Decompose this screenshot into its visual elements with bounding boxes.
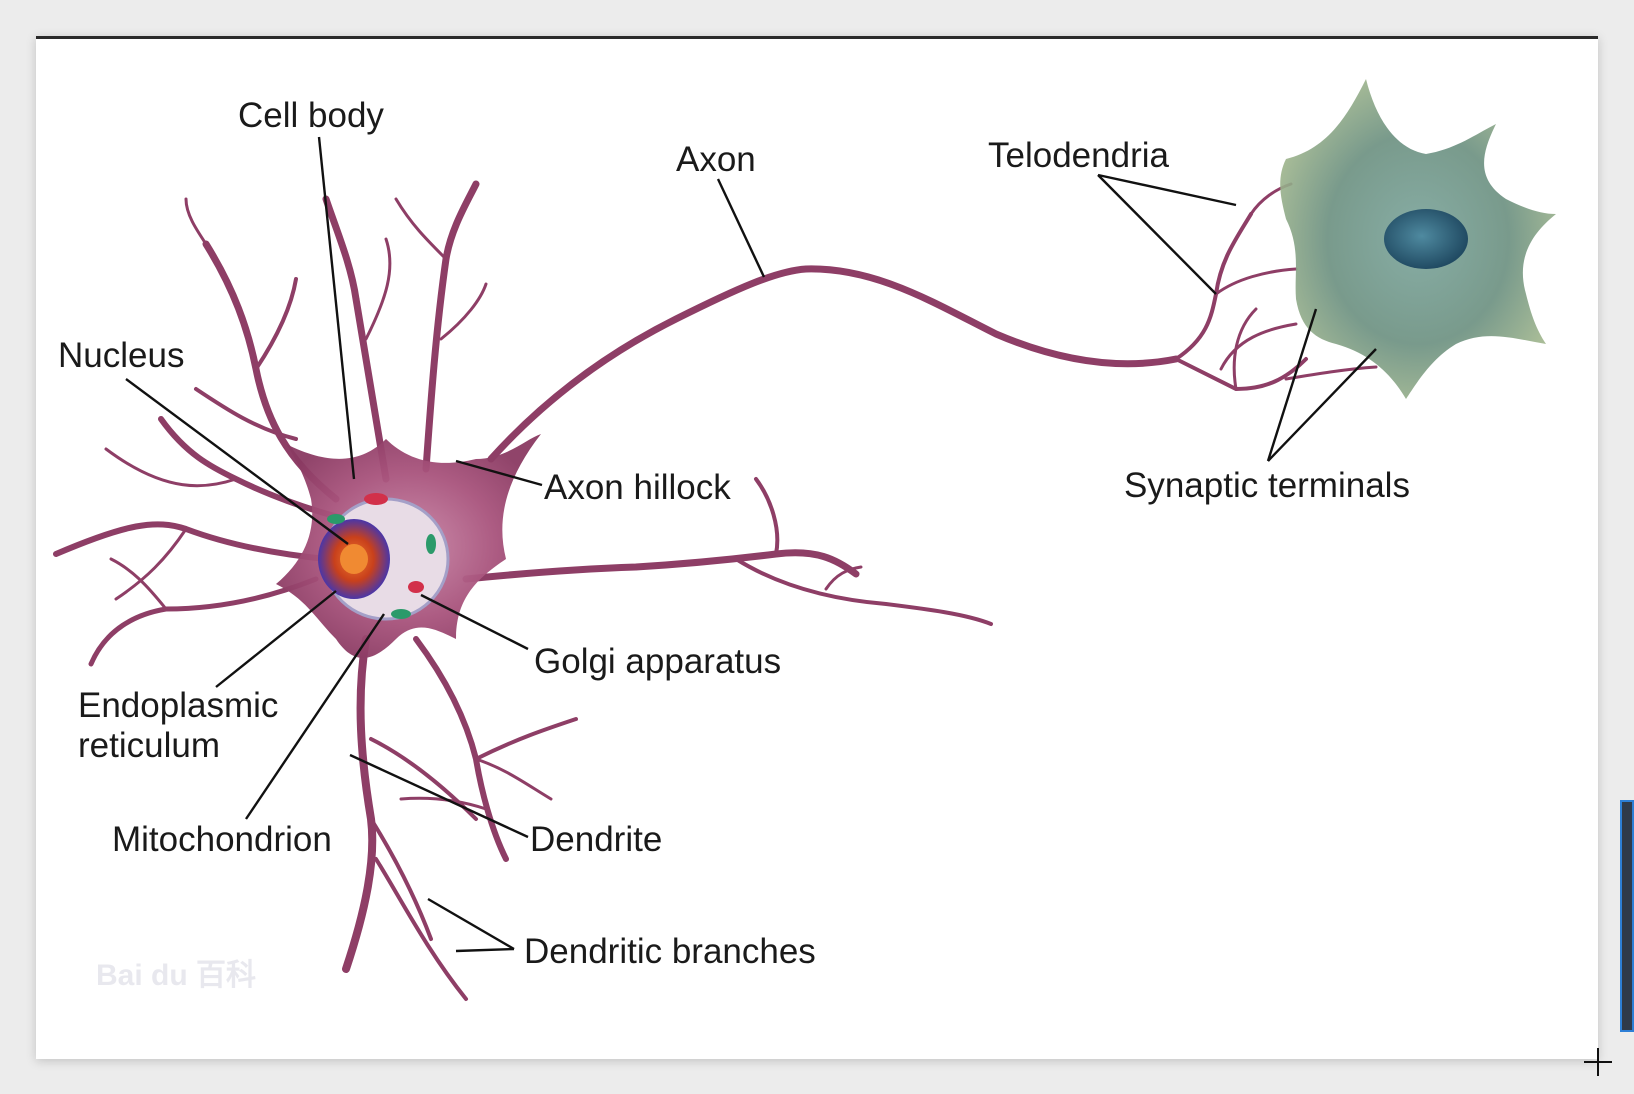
- target-cell-nucleus: [1384, 209, 1468, 269]
- adjacent-window-edge: [1620, 800, 1634, 1032]
- leader-synaptic-a: [1266, 308, 1318, 462]
- labels: Cell body Axon Telodendria Nucleus Axon …: [58, 96, 1410, 971]
- leader-cell-body: [317, 136, 356, 480]
- leader-axon-hillock: [455, 459, 543, 487]
- leader-nucleus: [125, 378, 349, 545]
- leader-dendritic-branches-b: [455, 947, 515, 953]
- leader-telodendria-a: [1097, 173, 1237, 207]
- neuron-diagram: Cell body Axon Telodendria Nucleus Axon …: [53, 79, 1556, 1001]
- leader-synaptic-b: [1267, 348, 1377, 462]
- dendrites: [53, 180, 993, 1001]
- leader-axon: [716, 178, 766, 278]
- watermark-text: Bai du 百科: [96, 959, 256, 992]
- label-dendritic-branches: Dendritic branches: [524, 932, 816, 971]
- mitochondria-c: [391, 609, 411, 619]
- label-cell-body: Cell body: [238, 96, 384, 135]
- leader-lines: [125, 136, 1377, 953]
- watermark: Bai du 百科: [96, 959, 256, 992]
- label-endoplasmic-line2: reticulum: [78, 726, 220, 765]
- leader-golgi: [420, 593, 529, 651]
- label-axon: Axon: [676, 140, 756, 179]
- target-cell: [1280, 79, 1556, 399]
- axon-fiber: [487, 182, 1378, 463]
- diagram-card: Cell body Axon Telodendria Nucleus Axon …: [36, 36, 1598, 1059]
- organelle-red-b: [408, 581, 424, 593]
- mitochondria-b: [426, 534, 436, 554]
- organelles: [318, 493, 450, 621]
- organelle-red-a: [364, 493, 388, 505]
- label-synaptic-terminals: Synaptic terminals: [1124, 466, 1410, 505]
- nucleolus: [340, 544, 368, 574]
- label-dendrite: Dendrite: [530, 820, 662, 859]
- leader-dendrite: [349, 753, 529, 839]
- leader-mitochondrion: [245, 613, 385, 820]
- crosshair-cursor-icon: [1584, 1048, 1612, 1076]
- label-golgi-apparatus: Golgi apparatus: [534, 642, 781, 681]
- label-endoplasmic-line1: Endoplasmic: [78, 686, 278, 725]
- label-axon-hillock: Axon hillock: [544, 468, 731, 507]
- label-telodendria: Telodendria: [988, 136, 1169, 175]
- label-mitochondrion: Mitochondrion: [112, 820, 332, 859]
- mitochondria-a: [327, 514, 345, 524]
- leader-telodendria-b: [1097, 174, 1217, 295]
- leader-dendritic-branches-a: [427, 897, 515, 951]
- leader-endoplasmic: [215, 590, 337, 688]
- label-nucleus: Nucleus: [58, 336, 184, 375]
